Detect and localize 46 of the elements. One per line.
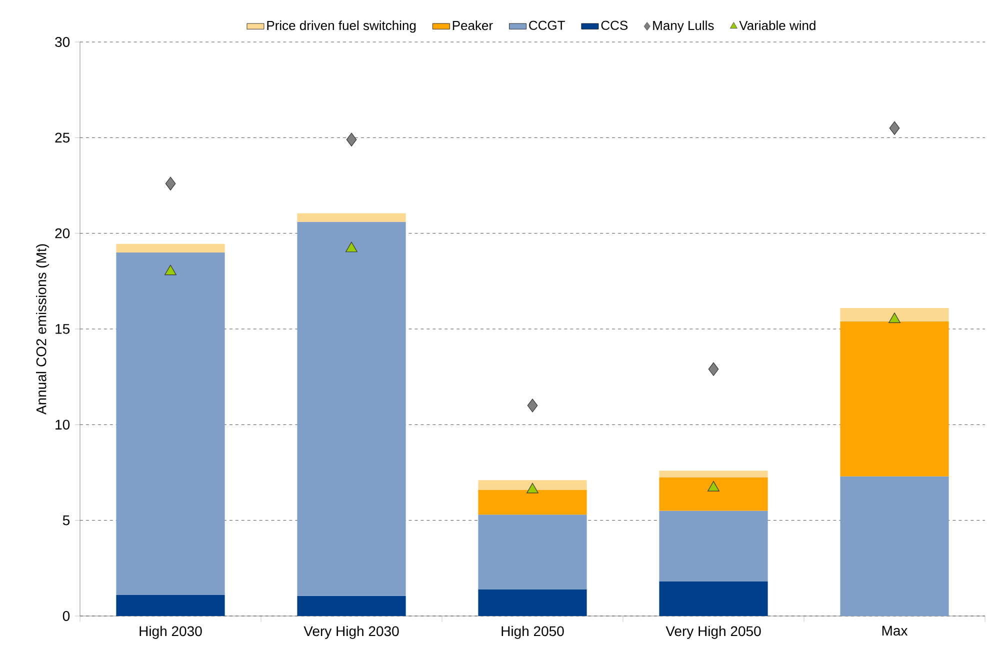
y-tick-label: 0 — [62, 611, 70, 621]
bar — [116, 244, 225, 252]
bar — [116, 594, 225, 616]
point — [346, 242, 358, 252]
x-tick-label: Very High 2030 — [304, 626, 399, 639]
point — [527, 398, 538, 412]
point — [708, 481, 720, 492]
x-tick-label: High 2030 — [140, 626, 202, 639]
bar — [478, 480, 587, 490]
bar — [297, 596, 406, 616]
legend-label: Many Lulls — [653, 20, 714, 33]
y-tick-label: 30 — [55, 37, 70, 47]
bar — [478, 514, 587, 590]
y-tick-label: 5 — [62, 515, 70, 526]
legend-label: Price driven fuel switching — [267, 20, 416, 33]
point — [526, 482, 538, 494]
x-tick-label: High 2050 — [502, 626, 564, 639]
point — [708, 362, 719, 376]
y-tick-label: 10 — [56, 420, 70, 430]
bar — [478, 490, 587, 515]
bar — [840, 308, 949, 322]
point — [888, 312, 900, 323]
bar — [116, 252, 225, 595]
point — [165, 176, 176, 190]
x-tick-label: Max — [882, 626, 908, 636]
bar — [659, 477, 768, 511]
y-tick-label: 20 — [55, 228, 70, 238]
bar — [659, 470, 768, 478]
x-tick-label: Very High 2050 — [666, 626, 761, 639]
y-tick-label: 25 — [55, 132, 70, 143]
bar — [478, 589, 587, 616]
y-tick-label: 15 — [56, 324, 70, 334]
bar — [297, 222, 406, 596]
point — [346, 132, 357, 146]
legend-label: CCGT — [529, 20, 565, 30]
bar — [297, 213, 406, 222]
legend-label: Variable wind — [739, 20, 816, 30]
bar — [659, 582, 768, 616]
bar — [840, 321, 949, 476]
y-axis-title: Annual CO2 emissions (Mt) — [36, 244, 50, 415]
legend-label: CCS — [601, 20, 628, 30]
bar — [659, 510, 768, 582]
bar — [840, 476, 949, 616]
legend-label: Peaker — [452, 20, 493, 30]
point — [889, 121, 900, 135]
point — [164, 264, 176, 276]
